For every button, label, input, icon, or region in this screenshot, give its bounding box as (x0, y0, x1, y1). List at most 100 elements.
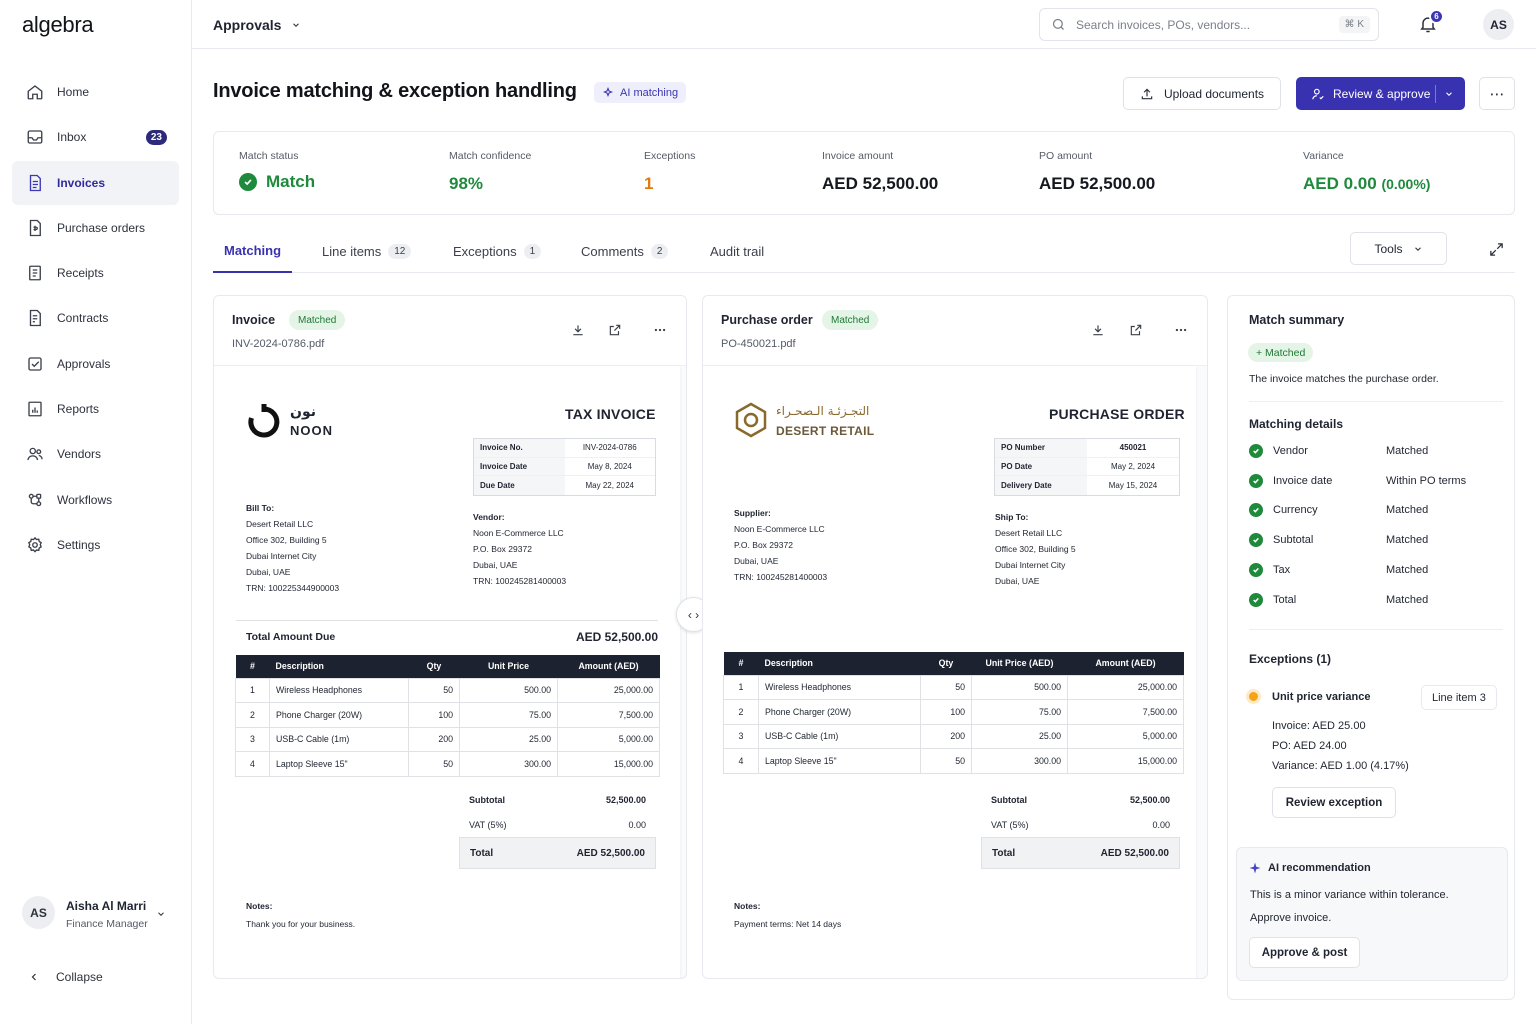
sidebar-item-contracts[interactable]: Contracts (12, 296, 179, 340)
tab-audit-trail[interactable]: Audit trail (710, 230, 764, 273)
totals-value: 0.00 (1152, 819, 1170, 830)
detail-value: Within PO terms (1386, 475, 1467, 487)
tab-label: Matching (224, 243, 282, 258)
approve-post-button[interactable]: Approve & post (1249, 937, 1360, 968)
po-file-name[interactable]: PO-450021.pdf (721, 338, 796, 350)
top-bar: Approvals Search invoices, POs, vendors.… (192, 0, 1536, 49)
detail-row-total: Total Matched (1249, 593, 1499, 607)
meta-value: 450021 (1119, 443, 1147, 453)
stat-label: Match confidence (449, 150, 532, 162)
tab-count: 12 (388, 244, 412, 259)
po-notes: Notes: Payment terms: Net 14 days (734, 897, 841, 933)
address-line: Dubai, UAE (995, 576, 1040, 586)
vendors-icon (27, 448, 43, 461)
search-bar[interactable]: Search invoices, POs, vendors... ⌘ K (1039, 8, 1379, 41)
sidebar-item-label: Home (57, 85, 90, 99)
notes-label: Notes: (734, 901, 761, 911)
ai-chip-label: AI matching (620, 86, 679, 99)
stat-label: Variance (1303, 150, 1344, 162)
sidebar-item-vendors[interactable]: Vendors (12, 432, 179, 476)
address-line: Office 302, Building 5 (995, 544, 1076, 554)
breadcrumb[interactable]: Approvals (213, 17, 301, 33)
more-icon[interactable] (1174, 323, 1188, 337)
sidebar-item-inbox[interactable]: Inbox 23 (12, 115, 179, 159)
stat-match-confidence: Match confidence 98% (449, 150, 531, 194)
tab-comments[interactable]: Comments 2 (581, 230, 669, 273)
sidebar-item-invoices[interactable]: Invoices (12, 160, 179, 205)
address-line: Dubai, UAE (473, 560, 518, 570)
tools-label: Tools (1374, 241, 1403, 256)
detail-row-subtotal: Subtotal Matched (1249, 533, 1499, 547)
app-logo[interactable]: algebra (22, 12, 94, 37)
po-totals: Subtotal 52,500.00 VAT (5%) 0.00 Total AED … (981, 787, 1180, 869)
table-cell: 50 (408, 677, 460, 703)
table-cell: 15,000.00 (1067, 748, 1184, 774)
sidebar-item-receipts[interactable]: Receipts (12, 251, 179, 295)
workflow-icon (28, 493, 42, 506)
column-header: Unit Price (459, 655, 558, 678)
external-link-icon[interactable] (608, 323, 622, 337)
review-exception-button[interactable]: Review exception (1272, 787, 1396, 818)
table-cell: 500.00 (459, 677, 558, 703)
table-cell: 3 (723, 723, 759, 749)
address-line: P.O. Box 29372 (734, 540, 793, 550)
address-line: Desert Retail LLC (246, 519, 314, 529)
notes-text: Payment terms: Net 14 days (734, 919, 842, 929)
detail-key: Currency (1273, 504, 1318, 516)
download-icon[interactable] (571, 323, 585, 337)
document-title: PURCHASE ORDER (1049, 406, 1185, 422)
collapse-sidebar-button[interactable]: Collapse (28, 970, 103, 984)
detail-row-vendor: Vendor Matched (1249, 444, 1499, 458)
chevron-down-icon[interactable] (1444, 89, 1454, 99)
more-icon[interactable] (653, 323, 667, 337)
exception-line-tag[interactable]: Line item 3 (1421, 685, 1497, 710)
sidebar-item-label: Reports (57, 402, 100, 417)
table-row: 1 Wireless Headphones 50 500.00 25,000.00 (723, 674, 1184, 700)
po-document-page: التجـزئـة الـصحـراء DESERT RETAIL PURCHA… (703, 366, 1196, 978)
upload-label: Upload documents (1163, 86, 1265, 101)
expand-icon[interactable] (1488, 241, 1505, 258)
upload-icon (1141, 88, 1153, 99)
tab-count: 1 (523, 244, 542, 259)
review-approve-button[interactable]: Review & approve (1296, 77, 1465, 110)
download-icon[interactable] (1091, 323, 1105, 337)
detail-key: Subtotal (1273, 534, 1314, 546)
stat-exceptions: Exceptions 1 (644, 150, 695, 194)
sidebar-item-settings[interactable]: Settings (12, 523, 179, 567)
sidebar-item-label: Invoices (57, 175, 106, 190)
table-cell: Wireless Headphones (758, 674, 921, 700)
tab-exceptions[interactable]: Exceptions 1 (453, 230, 542, 273)
table-cell: Phone Charger (20W) (269, 702, 409, 728)
tools-dropdown[interactable]: Tools (1350, 232, 1447, 265)
invoice-meta-table: Invoice No. INV-2024-0786 Invoice Date May… (473, 438, 656, 496)
totals-label: VAT (5%) (469, 819, 507, 830)
sidebar-item-reports[interactable]: Reports (12, 387, 179, 431)
tab-matching[interactable]: Matching (213, 230, 293, 273)
table-cell: 200 (920, 723, 972, 749)
search-input[interactable]: Search invoices, POs, vendors... (1076, 17, 1251, 32)
po-card-header: Purchase order Matched PO-450021.pdf (703, 296, 1207, 366)
match-status-value: Match (266, 172, 316, 191)
upload-documents-button[interactable]: Upload documents (1123, 77, 1281, 110)
sidebar-item-workflows[interactable]: Workflows (12, 478, 179, 522)
more-actions-button[interactable]: ⋯ (1479, 77, 1515, 110)
stat-label: Exceptions (644, 150, 696, 162)
table-cell: 2 (235, 702, 270, 728)
detail-row-currency: Currency Matched (1249, 503, 1499, 517)
avatar[interactable]: AS (1483, 9, 1514, 40)
sidebar-item-approvals[interactable]: Approvals (12, 342, 179, 386)
sidebar-item-home[interactable]: Home (12, 70, 179, 114)
tab-line-items[interactable]: Line items 12 (322, 230, 412, 273)
po-meta-table: PO Number 450021 PO Date May 2, 2024 Deliv… (994, 438, 1180, 496)
table-cell: 75.00 (459, 702, 558, 728)
status-badge: + Matched (1248, 343, 1314, 362)
invoice-file-name[interactable]: INV-2024-0786.pdf (232, 338, 325, 350)
table-cell: 4 (723, 748, 759, 774)
external-link-icon[interactable] (1129, 323, 1143, 337)
user-menu[interactable]: AS Aisha Al Marri Finance Manager (22, 896, 172, 932)
total-row: Total AED 52,500.00 (459, 837, 656, 869)
address-line: Office 302, Building 5 (246, 535, 327, 545)
sidebar-item-purchase-orders[interactable]: Purchase orders (12, 206, 179, 250)
detail-value: Matched (1386, 504, 1429, 516)
detail-row-invoice-date: Invoice date Within PO terms (1249, 474, 1499, 488)
